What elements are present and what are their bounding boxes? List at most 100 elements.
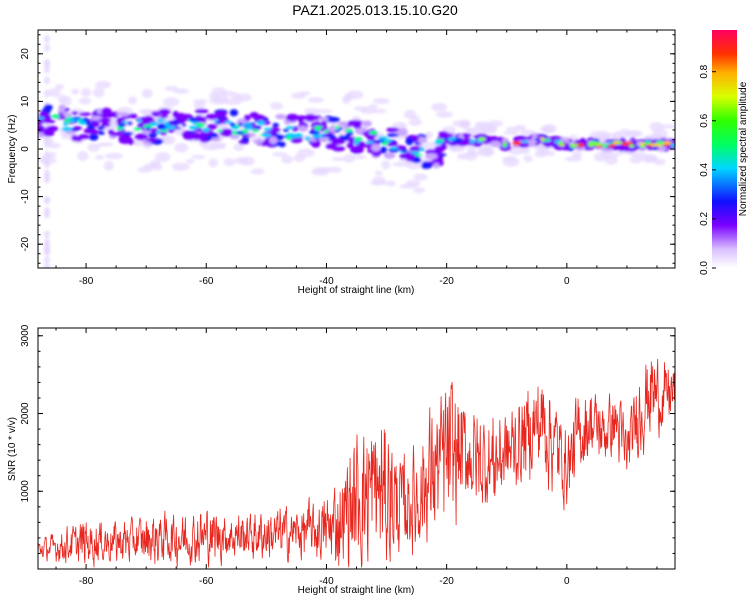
spectral-energy-core: [576, 142, 585, 147]
spectral-energy-halo: [61, 96, 72, 106]
spectral-energy-halo: [185, 159, 195, 164]
spectral-energy-core: [157, 118, 163, 123]
spectral-energy-core: [534, 137, 541, 141]
spectral-energy-blob: [304, 113, 317, 122]
spectral-energy-halo: [392, 161, 411, 167]
spectral-energy-blob: [99, 117, 112, 124]
spectral-energy-blob: [111, 111, 119, 118]
spectral-energy-halo: [162, 97, 180, 107]
spectral-energy-halo: [95, 80, 112, 89]
spectral-energy-halo: [240, 156, 255, 166]
spectral-energy-blob: [191, 132, 202, 141]
spectral-energy-blob: [206, 123, 218, 130]
spectral-energy-core: [213, 119, 219, 123]
spectral-energy-halo: [649, 122, 664, 132]
spectral-energy-core: [63, 122, 68, 127]
spectral-energy-blob: [275, 113, 287, 120]
spectral-energy-core: [354, 140, 359, 146]
spectral-energy-core: [181, 123, 187, 127]
spectral-energy-halo: [174, 142, 189, 153]
spectral-energy-blob: [332, 146, 346, 152]
spectral-energy-core: [365, 141, 376, 144]
spectrogram-x-label: Height of straight line (km): [298, 285, 415, 296]
snr-panel: -80 -60 -40 -20 0 1000 2000 3000 Height of str…: [7, 324, 676, 596]
spectral-energy-halo: [625, 130, 643, 137]
spectral-energy-core: [97, 126, 105, 130]
spectral-energy-blob: [411, 157, 422, 164]
spectral-energy-blob: [116, 112, 130, 117]
spectral-energy-halo: [44, 89, 51, 98]
spectral-energy-core: [282, 128, 290, 132]
spectral-energy-halo: [372, 97, 390, 105]
spectral-energy-core: [143, 124, 153, 129]
spectral-energy-blob: [278, 141, 286, 148]
colorbar-gradient: [712, 30, 737, 268]
spectral-energy-halo: [534, 150, 548, 158]
spectral-energy-halo: [487, 120, 504, 128]
spectral-energy-halo: [77, 151, 89, 161]
spectral-energy-halo: [44, 76, 51, 85]
spectral-energy-blob: [367, 136, 375, 142]
spectral-energy-blob: [139, 116, 149, 123]
spectral-energy-blob: [145, 138, 158, 142]
spectral-energy-core: [372, 139, 382, 143]
spectral-energy-blob: [88, 133, 99, 141]
spectral-energy-halo: [503, 130, 519, 135]
spectral-energy-halo: [408, 119, 423, 126]
spectral-energy-core: [304, 136, 311, 141]
spectral-energy-core: [238, 122, 243, 126]
spectral-energy-halo: [369, 180, 387, 185]
spectral-energy-core: [244, 126, 254, 130]
spectral-energy-core: [345, 128, 354, 133]
spectral-energy-halo: [55, 84, 65, 90]
spectral-energy-core: [557, 141, 564, 146]
spectral-energy-halo: [367, 104, 378, 109]
spectral-energy-core: [400, 148, 408, 153]
spectral-energy-halo: [403, 109, 417, 120]
spectral-energy-halo: [149, 160, 161, 168]
spectral-energy-blob: [38, 111, 48, 117]
spectral-energy-blob: [229, 109, 239, 117]
spectral-energy-halo: [44, 175, 51, 184]
spectral-energy-halo: [351, 154, 367, 160]
spectral-energy-core: [521, 140, 530, 144]
spectral-energy-blob: [58, 104, 66, 112]
spectral-energy-core: [252, 129, 259, 133]
spectral-energy-blob: [118, 134, 132, 143]
spectral-energy-halo: [304, 107, 321, 115]
spectral-energy-core: [411, 150, 420, 155]
figure-title: PAZ1.2025.013.15.10.G20: [292, 2, 458, 18]
spectral-energy-blob: [405, 137, 414, 146]
spectral-energy-core: [452, 139, 460, 144]
spectral-energy-halo: [160, 135, 176, 145]
spectral-energy-core: [78, 120, 87, 125]
spectral-energy-core: [133, 127, 142, 131]
spectral-energy-core: [254, 125, 262, 129]
spectral-energy-blob: [475, 133, 488, 139]
spectral-energy-core: [61, 127, 70, 131]
spectral-energy-blob: [220, 128, 233, 137]
spectral-energy-core: [390, 140, 396, 144]
spectral-energy-halo: [221, 90, 234, 96]
spectral-energy-blob: [211, 132, 219, 138]
spectral-energy-core: [587, 142, 595, 147]
spectral-energy-core: [613, 141, 620, 145]
spectral-energy-halo: [44, 150, 51, 159]
spectral-energy-halo: [44, 256, 51, 265]
spectral-energy-blob: [78, 112, 92, 116]
spectral-energy-blob: [380, 146, 387, 154]
spectral-energy-core: [146, 126, 151, 131]
spectral-energy-halo: [629, 155, 643, 164]
spectral-energy-blob: [150, 111, 162, 116]
spectral-energy-halo: [413, 187, 425, 194]
spectral-energy-halo: [97, 142, 114, 147]
spectral-energy-blob: [317, 116, 330, 121]
spectral-energy-core: [137, 119, 142, 123]
x-tick-label: -40: [319, 276, 334, 287]
spectral-energy-core: [629, 144, 635, 148]
spectral-energy-halo: [138, 108, 156, 114]
spectral-energy-halo: [331, 157, 347, 162]
spectral-energy-halo: [353, 106, 370, 112]
spectral-energy-halo: [508, 147, 524, 155]
y-tick-label: -10: [20, 189, 31, 204]
